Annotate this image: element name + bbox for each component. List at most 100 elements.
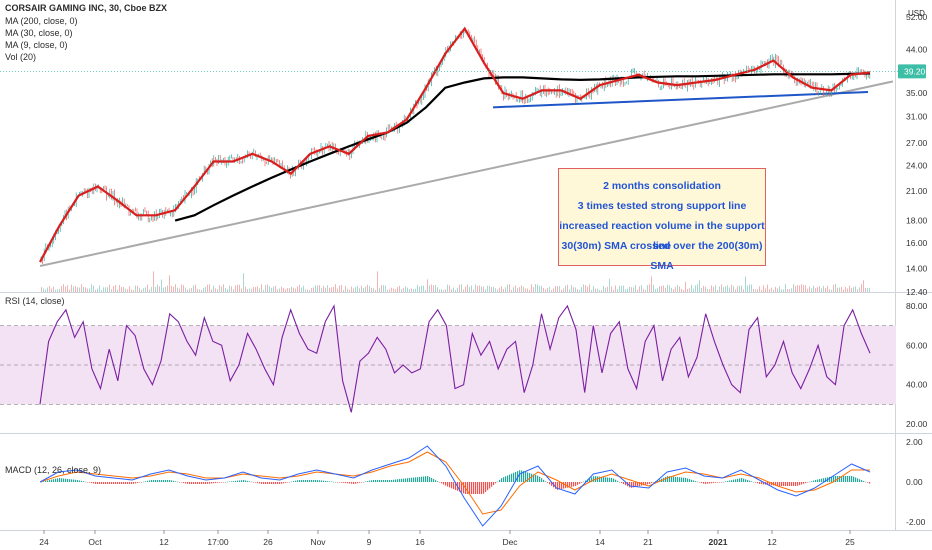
volume-bar — [91, 284, 92, 292]
macd-legend[interactable]: MACD (12, 26, close, 9) — [5, 465, 102, 475]
legend-ma9[interactable]: MA (9, close, 0) — [5, 40, 68, 50]
volume-bar — [533, 287, 534, 292]
symbol-title[interactable]: CORSAIR GAMING INC, 30, Cboe BZX — [5, 3, 168, 13]
last-price-label: 39.20 — [904, 66, 926, 76]
volume-bar — [115, 285, 116, 292]
macd-histogram-bar — [755, 482, 757, 483]
macd-histogram-bar — [59, 478, 61, 482]
volume-bar — [747, 285, 748, 292]
volume-bar — [565, 285, 566, 292]
volume-bar — [331, 287, 332, 292]
volume-bar — [69, 289, 70, 292]
macd-histogram-bar — [49, 480, 51, 482]
macd-histogram-bar — [43, 481, 45, 482]
rsi-legend[interactable]: RSI (14, close) — [5, 296, 65, 306]
macd-histogram-bar — [523, 471, 525, 482]
macd-histogram-bar — [427, 476, 429, 482]
macd-histogram-bar — [665, 476, 667, 482]
macd-histogram-bar — [263, 482, 265, 484]
macd-histogram-bar — [825, 477, 827, 482]
macd-histogram-bar — [333, 481, 335, 483]
volume-bar — [77, 287, 78, 292]
rsi-tick-label: 20.00 — [906, 419, 928, 429]
price-tick-label: 14.00 — [906, 264, 928, 274]
macd-histogram-bar — [153, 480, 155, 482]
price-tick-label: 12.40 — [906, 287, 928, 297]
volume-bar — [783, 289, 784, 292]
volume-bar — [221, 286, 222, 292]
volume-bar — [425, 289, 426, 292]
volume-bar — [645, 289, 646, 292]
time-tick-label: 2021 — [709, 537, 728, 547]
volume-bar — [73, 286, 74, 292]
volume-bar — [583, 284, 584, 292]
volume-bar — [489, 285, 490, 292]
volume-bar — [275, 285, 276, 292]
macd-histogram-bar — [221, 482, 223, 483]
volume-bar — [309, 289, 310, 292]
macd-histogram-bar — [839, 476, 841, 482]
volume-bar — [511, 289, 512, 292]
volume-bar — [285, 289, 286, 292]
volume-bar — [805, 285, 806, 292]
volume-bar — [107, 287, 108, 292]
macd-histogram-bar — [611, 477, 613, 482]
macd-histogram-bar — [179, 482, 181, 483]
volume-bar — [57, 289, 58, 292]
volume-bar — [573, 287, 574, 292]
macd-histogram-bar — [719, 482, 721, 483]
macd-histogram-bar — [255, 482, 257, 483]
time-tick-label: 14 — [595, 537, 605, 547]
legend-ma30[interactable]: MA (30, close, 0) — [5, 28, 73, 38]
volume-bar — [373, 288, 374, 292]
macd-histogram-bar — [425, 476, 427, 482]
volume-bar — [503, 288, 504, 292]
last-price-badge — [898, 64, 926, 79]
volume-bar — [621, 285, 622, 292]
macd-histogram-bar — [195, 482, 197, 484]
macd-histogram-bar — [65, 478, 67, 482]
macd-histogram-bar — [349, 482, 351, 484]
volume-bar — [807, 288, 808, 292]
volume-bar — [379, 287, 380, 292]
macd-histogram-bar — [129, 482, 131, 484]
volume-bar — [319, 285, 320, 292]
macd-histogram-bar — [303, 480, 305, 482]
macd-histogram-bar — [681, 477, 683, 482]
macd-histogram-bar — [145, 481, 147, 482]
time-tick-label: 24 — [39, 537, 49, 547]
volume-bar — [707, 288, 708, 292]
volume-bar — [535, 284, 536, 292]
volume-bar — [605, 287, 606, 292]
volume-bar — [479, 285, 480, 292]
macd-histogram-bar — [787, 482, 789, 486]
macd-histogram-bar — [687, 478, 689, 482]
volume-bar — [705, 286, 706, 292]
volume-bar — [763, 285, 764, 292]
macd-histogram-bar — [187, 482, 189, 484]
macd-histogram-bar — [377, 480, 379, 482]
macd-histogram-bar — [147, 480, 149, 482]
legend-vol[interactable]: Vol (20) — [5, 52, 37, 62]
volume-bar — [257, 286, 258, 292]
volume-bar — [75, 286, 76, 292]
volume-bar — [179, 288, 180, 292]
volume-bar — [123, 287, 124, 292]
macd-histogram-bar — [171, 480, 173, 482]
macd-histogram-bar — [579, 482, 581, 484]
volume-bar — [335, 284, 336, 292]
volume-bar — [273, 286, 274, 292]
volume-bar — [861, 284, 862, 292]
macd-histogram-bar — [649, 482, 651, 484]
volume-bar — [851, 288, 852, 292]
legend-ma200[interactable]: MA (200, close, 0) — [5, 16, 78, 26]
volume-bar — [95, 289, 96, 292]
macd-histogram-bar — [47, 480, 49, 482]
macd-histogram-bar — [45, 480, 47, 482]
macd-histogram-bar — [805, 482, 807, 484]
macd-histogram-bar — [417, 477, 419, 482]
volume-bar — [187, 289, 188, 292]
volume-bar — [775, 286, 776, 292]
volume-bar — [787, 288, 788, 292]
